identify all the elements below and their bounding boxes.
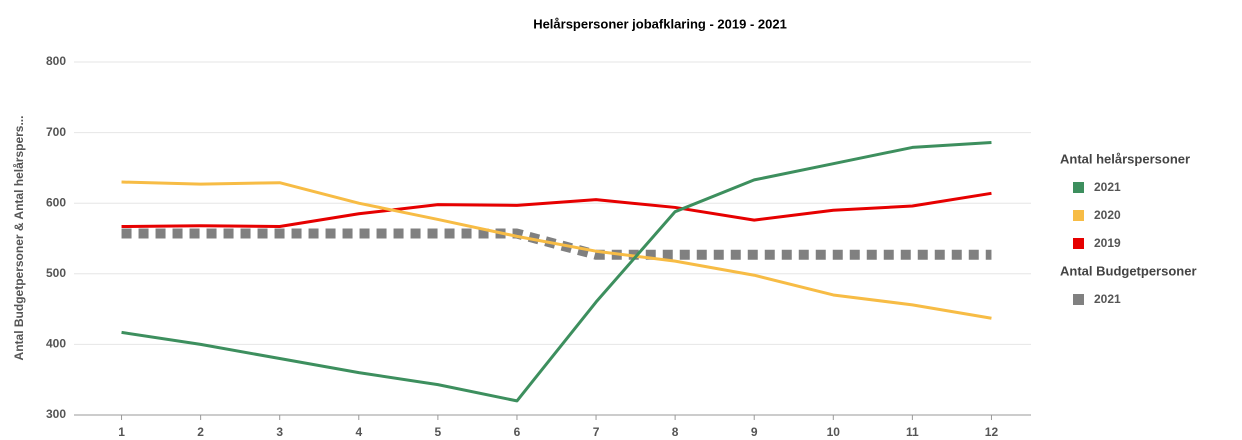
- legend-swatch: [1073, 238, 1084, 249]
- y-tick-label: 800: [46, 54, 66, 68]
- x-tick-label: 10: [827, 425, 841, 439]
- legend-label: 2021: [1094, 292, 1121, 306]
- legend-group-title: Antal helårspersoner: [1060, 151, 1190, 166]
- x-tick-label: 2: [197, 425, 204, 439]
- series-line: [121, 180, 992, 320]
- x-tick-label: 8: [672, 425, 679, 439]
- y-tick-label: 500: [46, 266, 66, 280]
- y-tick-label: 300: [46, 407, 66, 421]
- legend-label: 2019: [1094, 236, 1121, 250]
- x-tick-label: 5: [435, 425, 442, 439]
- series-line: [121, 228, 992, 260]
- y-tick-label: 400: [46, 337, 66, 351]
- x-tick-label: 12: [985, 425, 999, 439]
- legend-label: 2021: [1094, 180, 1121, 194]
- series-line: [121, 140, 992, 403]
- x-tick-label: 4: [355, 425, 362, 439]
- legend-swatch: [1073, 182, 1084, 193]
- legend-swatch: [1073, 294, 1084, 305]
- x-tick-label: 3: [276, 425, 283, 439]
- x-tick-label: 6: [514, 425, 521, 439]
- x-tick-label: 11: [906, 425, 919, 439]
- legend-label: 2020: [1094, 208, 1121, 222]
- y-tick-label: 600: [46, 195, 66, 209]
- x-tick-label: 1: [118, 425, 125, 439]
- y-tick-label: 700: [46, 125, 66, 139]
- legend-swatch: [1073, 210, 1084, 221]
- x-tick-label: 7: [593, 425, 600, 439]
- chart-title: Helårspersoner jobafklaring - 2019 - 202…: [533, 16, 787, 31]
- legend-group-title: Antal Budgetpersoner: [1060, 263, 1197, 278]
- y-axis-label: Antal Budgetpersoner & Antal helårspers.…: [12, 116, 26, 361]
- series-line: [121, 191, 992, 228]
- x-tick-label: 9: [751, 425, 758, 439]
